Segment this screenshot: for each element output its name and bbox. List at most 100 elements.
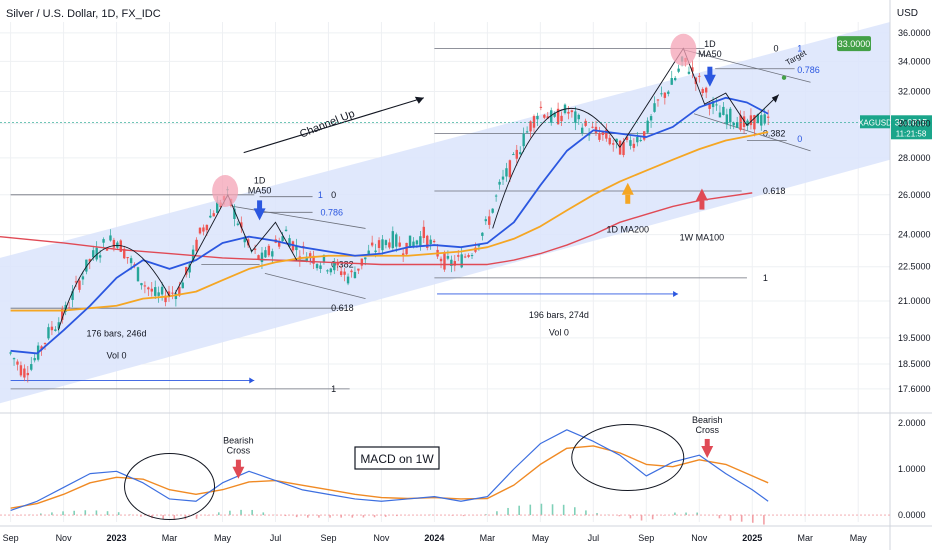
candle-body [670,78,673,85]
candle-body [381,239,384,251]
candle-body [395,234,398,247]
candle-body [30,364,33,370]
candle-body [636,136,639,143]
candle-body [308,253,312,258]
candle-body [288,238,291,247]
down-arrow-2-shaft [707,66,713,76]
candle-body [498,181,501,185]
target-dot [781,75,787,80]
last-price-text: 30.0815 [895,117,928,127]
candle-body [181,282,184,289]
time-axis-tick: Sep [638,533,654,543]
time-axis-tick: Nov [56,533,73,543]
bearish-cross-label-1: Bearish Cross [223,436,254,456]
bearish-arrow-2 [701,445,714,458]
candle-body [615,138,618,143]
candle-body [601,132,605,135]
candle-body [470,255,474,257]
candle-body [9,352,12,354]
candle-body [463,256,467,258]
range-measure-1-arrow [249,377,255,384]
currency-label: USD [896,8,918,19]
candle-body [357,268,360,271]
fib1-channel-bot [264,272,366,300]
time-axis-tick: Mar [797,533,813,543]
candle-body [598,133,601,140]
time-axis-tick: May [850,533,868,543]
candle-body [315,264,319,269]
down-arrow-1-shaft [257,200,263,210]
candle-body [147,287,150,290]
candle-body [271,251,274,257]
candle-body [484,219,487,222]
candle-body [267,245,271,256]
countdown-text: 11:21:58 [896,129,927,138]
candle-body [333,261,336,271]
fib2-channel-bot [693,113,811,152]
candle-body [525,131,529,133]
candle-body [519,152,522,155]
candle-body [346,276,350,284]
bearish-arrow-1-shaft [235,459,241,468]
price-axis-tick: 19.5000 [898,333,931,343]
candle-body [629,140,632,146]
candle-body [567,111,570,114]
candle-body [260,252,264,263]
candle-body [343,271,346,275]
candle-body [646,120,649,133]
candle-body [109,235,112,241]
candle-body [536,115,539,120]
vol-label-2: Vol 0 [549,327,569,337]
price-axis-tick: 28.0000 [898,153,931,163]
target-price-text: 33.0000 [838,39,871,49]
candle-body [19,365,23,376]
candle-body [123,248,126,259]
fib1-label-0b: 0 [310,255,315,265]
time-axis-tick: 2023 [107,533,127,543]
ma200-line [10,131,769,312]
time-axis-tick: Nov [373,533,390,543]
candle-body [749,115,753,126]
time-axis-tick: Jul [588,533,600,543]
up-arrow-ma100w [695,188,708,201]
candle-body [570,110,574,113]
candle-body [649,116,653,121]
candle-body [353,271,357,279]
candle-body [546,116,549,119]
candle-body [81,276,85,280]
candle-body [529,121,532,132]
price-axis-tick: 24.0000 [898,230,931,240]
last-price-tag [891,115,932,140]
candle-body [401,253,405,256]
candle-body [581,127,584,134]
candle-body [243,236,246,243]
candle-body [112,239,116,248]
candle-body [426,235,429,248]
candle-body [625,136,629,140]
candle-body [691,67,694,72]
fib2-label-0382: 0.382 [763,129,786,139]
price-axis-tick: 34.0000 [898,56,931,66]
candle-body [233,208,236,219]
candle-body [711,101,715,108]
candle-body [574,111,577,123]
candle-body [322,254,326,263]
ma50-label-2: 1D MA50 [698,39,722,59]
candle-body [515,149,518,159]
candle-body [494,195,498,197]
candle-body [140,283,143,286]
ma100w-line [0,192,753,266]
candle-body [481,232,484,236]
candle-body [284,229,288,232]
candle-body [71,291,74,300]
candle-body [522,133,525,147]
candle-body [632,143,636,148]
chart-title: Silver / U.S. Dollar, 1D, FX_IDC [6,8,161,20]
candle-body [577,114,580,120]
candle-body [642,131,646,140]
bearish-arrow-2-shaft [704,438,710,447]
candle-body [505,168,508,177]
bars-label-1: 176 bars, 246d [87,329,147,339]
fib2-label-0: 0 [773,43,778,53]
candle-body [725,114,729,125]
